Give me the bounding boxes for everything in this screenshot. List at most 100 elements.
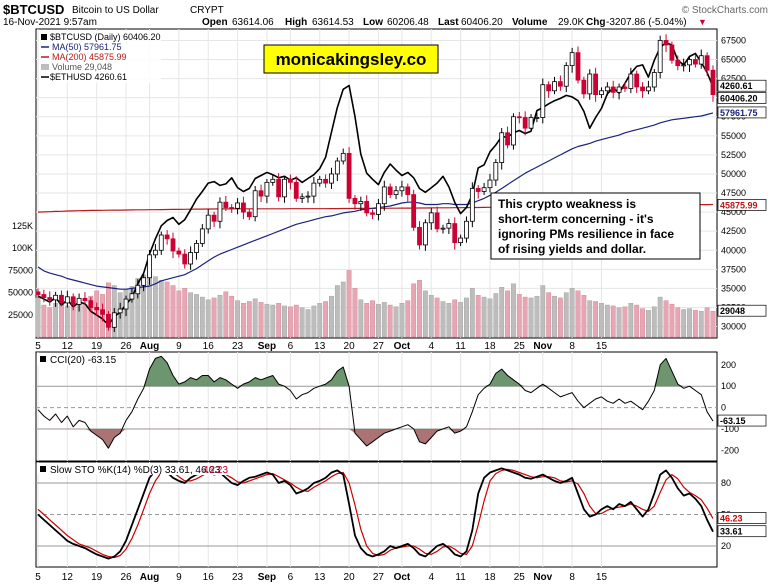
symbol: $BTCUSD [3, 2, 64, 17]
volume-bar-76 [481, 296, 487, 338]
x-tick-top-17: 25 [514, 341, 526, 352]
volume-bar-75 [475, 295, 481, 338]
candle-body-71 [452, 223, 458, 244]
candle-body-57 [370, 212, 375, 215]
volume-bar-47 [311, 305, 317, 338]
volume-bar-74 [469, 287, 475, 338]
volume-bar-22 [164, 281, 170, 338]
price-panel [35, 28, 718, 339]
candle-body-19 [147, 254, 152, 279]
x-tick-top-7: 23 [232, 341, 244, 352]
volume-bar-67 [428, 295, 434, 338]
volume-bar-36 [246, 301, 252, 338]
candle-body-62 [399, 186, 405, 192]
axis-labels: 6750065000625006000057500550005250050000… [8, 35, 767, 583]
candle-body-22 [164, 234, 170, 240]
candle-body-67 [428, 212, 434, 224]
volume-bar-66 [422, 290, 428, 338]
x-tick-top-6: 16 [203, 341, 215, 352]
volume-bar-24 [176, 290, 182, 338]
volume-bar-4 [59, 301, 64, 338]
legend-main-swatch [41, 34, 47, 40]
candle-body-11 [100, 309, 105, 315]
cci-axis-label-1: 100 [721, 381, 736, 391]
sto-title-d-value: 46.23 [203, 465, 228, 476]
candle-body-52 [340, 152, 346, 162]
candle-body-69 [440, 227, 446, 230]
candle-body-111 [687, 59, 692, 66]
volume-bar-42 [282, 305, 287, 338]
x-tick-bottom-11: 20 [344, 572, 356, 583]
volume-bar-60 [387, 304, 393, 338]
volume-bar-63 [405, 300, 411, 338]
cci-panel [35, 351, 718, 462]
x-tick-bottom-5: 9 [176, 572, 182, 583]
ma200-value-label: 45875.99 [720, 200, 758, 210]
volume-axis-label-3: 50000 [8, 288, 33, 298]
low-value: 60206.48 [387, 17, 429, 28]
candle-body-44 [293, 181, 299, 199]
price-axis-label-13: 35000 [721, 283, 746, 293]
candle-body-95 [593, 73, 599, 96]
cci-fill-above-100 [38, 356, 713, 387]
volume-bar-89 [557, 297, 563, 338]
candle-body-24 [176, 250, 182, 255]
volume-bar-83 [522, 296, 528, 338]
candle-body-93 [581, 79, 587, 95]
candle-body-89 [557, 81, 563, 87]
candle-body-25 [182, 253, 188, 265]
last-value-label: 60406.20 [720, 93, 758, 103]
candle-body-5 [64, 296, 70, 304]
cci-title: CCI(20) -63.15 [50, 355, 117, 366]
volume-bar-51 [334, 285, 340, 338]
candle-body-15 [123, 298, 129, 310]
candle-body-82 [516, 116, 522, 119]
candle-body-90 [563, 65, 569, 87]
volume-bar-8 [82, 303, 88, 338]
x-tick-bottom-4: Aug [140, 572, 159, 583]
chg-down-arrow-icon: ▼ [698, 17, 707, 27]
volume-bar-77 [487, 298, 493, 338]
cci-title-swatch [40, 356, 46, 362]
candle-body-65 [417, 226, 422, 246]
candle-body-85 [534, 117, 540, 119]
annotation-line-3: ignoring PMs resilience in face [498, 227, 674, 241]
x-tick-bottom-12: 27 [373, 572, 385, 583]
volume-bar-9 [88, 295, 94, 338]
volume-bars [35, 270, 716, 338]
volume-bar-94 [587, 300, 593, 338]
x-tick-top-4: Aug [140, 341, 159, 352]
volume-bar-54 [352, 287, 358, 338]
volume-bar-52 [340, 281, 346, 338]
volume-bar-34 [235, 300, 240, 338]
volume-bar-102 [634, 304, 640, 338]
volume-bar-59 [381, 302, 387, 338]
volume-bar-20 [152, 276, 158, 338]
sto-k-value-label-box [717, 525, 767, 538]
candle-body-2 [47, 297, 53, 301]
volume-bar-104 [646, 310, 651, 338]
volume-bar-3 [53, 303, 59, 338]
candle-body-16 [129, 293, 135, 300]
sto-d-value-label: 46.23 [720, 513, 743, 523]
candle-body-84 [528, 117, 534, 129]
cci-line [37, 355, 714, 449]
candle-body-60 [387, 186, 393, 195]
price-axis-label-6: 52500 [721, 150, 746, 160]
price-axis-label-11: 40000 [721, 245, 746, 255]
x-tick-bottom-14: 4 [428, 572, 434, 583]
candle-body-46 [305, 195, 311, 198]
watermark: © StockCharts.com [682, 5, 768, 16]
candle-body-94 [587, 73, 593, 95]
x-tick-top-16: 18 [484, 341, 496, 352]
x-tick-bottom-20: 15 [596, 572, 608, 583]
candle-body-73 [464, 220, 469, 239]
cci-axis-label-4: -200 [721, 445, 739, 455]
sto-d-value-label-box [717, 512, 767, 524]
candle-body-91 [569, 52, 575, 67]
volume-axis-label-4: 25000 [8, 310, 33, 320]
candle-body-53 [346, 152, 352, 199]
candle-body-80 [505, 132, 510, 146]
candle-body-76 [481, 187, 487, 192]
volume-bar-38 [258, 302, 264, 338]
